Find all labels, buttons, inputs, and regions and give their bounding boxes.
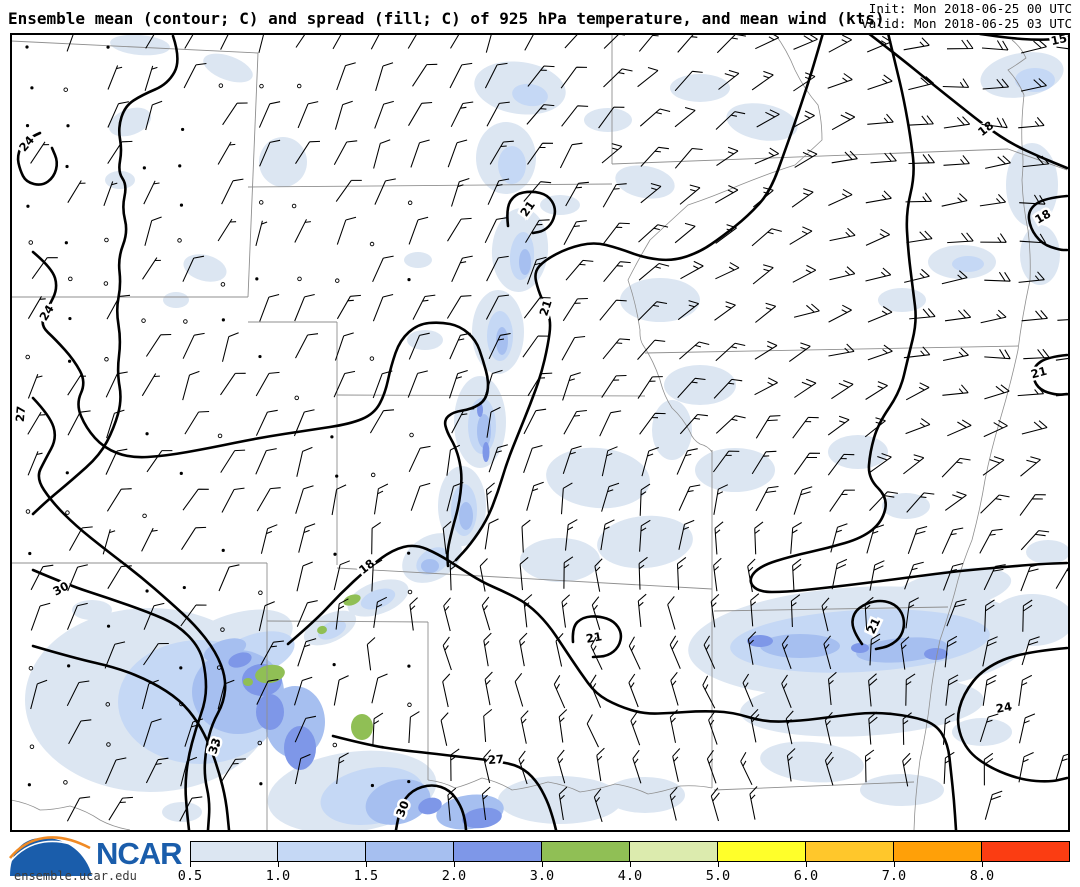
contour-label: 21 xyxy=(1029,364,1048,382)
colorbar-tick xyxy=(278,862,279,867)
valid-timestamp: Valid: Mon 2018-06-25 03 UTC xyxy=(861,15,1072,31)
ncar-logo-orange-arc xyxy=(8,836,91,859)
colorbar-cell xyxy=(278,841,366,862)
contour-label: 18 xyxy=(356,556,377,577)
colorbar-tick-label: 1.0 xyxy=(265,868,291,884)
ncar-logo-icon xyxy=(8,836,92,876)
ncar-logo-text: NCAR xyxy=(96,836,183,871)
colorbar-tick-label: 8.0 xyxy=(969,868,995,884)
colorbar-tick xyxy=(894,862,895,867)
colorbar-cell xyxy=(190,841,278,862)
colorbar-tick xyxy=(718,862,719,867)
map-frame xyxy=(10,33,1070,832)
colorbar-tick-label: 0.5 xyxy=(177,868,203,884)
colorbar-cell xyxy=(806,841,894,862)
colorbar-tick xyxy=(630,862,631,867)
colorbar-cell xyxy=(894,841,982,862)
contour-label: 27 xyxy=(13,405,28,422)
run-timestamps: Init: Mon 2018-06-25 00 UTC Valid: Mon 2… xyxy=(861,1,1072,31)
spread-fill-3-4 xyxy=(243,594,373,740)
colorbar-frame xyxy=(190,841,1070,862)
colorbar-cell xyxy=(366,841,454,862)
colorbar-tick-label: 3.0 xyxy=(529,868,555,884)
contour-label: 30 xyxy=(50,579,71,599)
colorbar-cell xyxy=(630,841,718,862)
colorbar-tick xyxy=(454,862,455,867)
state-borders xyxy=(11,34,1068,830)
contour-label: 24 xyxy=(36,302,56,323)
init-timestamp: Init: Mon 2018-06-25 00 UTC xyxy=(868,1,1072,16)
colorbar-tick xyxy=(806,862,807,867)
contour-label: 21 xyxy=(585,629,603,646)
header: Ensemble mean (contour; C) and spread (f… xyxy=(0,0,1080,33)
wind-barbs xyxy=(25,34,1069,823)
colorbar: 0.5 1.0 1.5 2.0 3.0 4.0 5.0 6.0 7.0 8.0 xyxy=(0,831,1080,887)
colorbar-tick-label: 7.0 xyxy=(881,868,907,884)
colorbar-tick-label: 5.0 xyxy=(705,868,731,884)
colorbar-cell xyxy=(454,841,542,862)
contour-label: 27 xyxy=(487,752,504,767)
colorbar-tick-label: 2.0 xyxy=(441,868,467,884)
colorbar-tick-label: 4.0 xyxy=(617,868,643,884)
colorbar-cell xyxy=(542,841,630,862)
river-borders xyxy=(11,34,1031,831)
contour-label: 21 xyxy=(536,298,554,318)
contour-label: 24 xyxy=(995,699,1013,716)
colorbar-cell xyxy=(718,841,806,862)
colorbar-tick-label: 1.5 xyxy=(353,868,379,884)
colorbar-tick xyxy=(542,862,543,867)
colorbar-tick xyxy=(366,862,367,867)
site-url: ensemble.ucar.edu xyxy=(14,869,137,883)
colorbar-tick-label: 6.0 xyxy=(793,868,819,884)
ncar-logo-swoosh xyxy=(10,837,92,876)
page-title: Ensemble mean (contour; C) and spread (f… xyxy=(8,9,885,28)
temperature-contours xyxy=(16,34,1069,831)
colorbar-tick xyxy=(982,862,983,867)
colorbar-tick xyxy=(190,862,191,867)
ncar-logo-white-arc xyxy=(9,840,91,863)
